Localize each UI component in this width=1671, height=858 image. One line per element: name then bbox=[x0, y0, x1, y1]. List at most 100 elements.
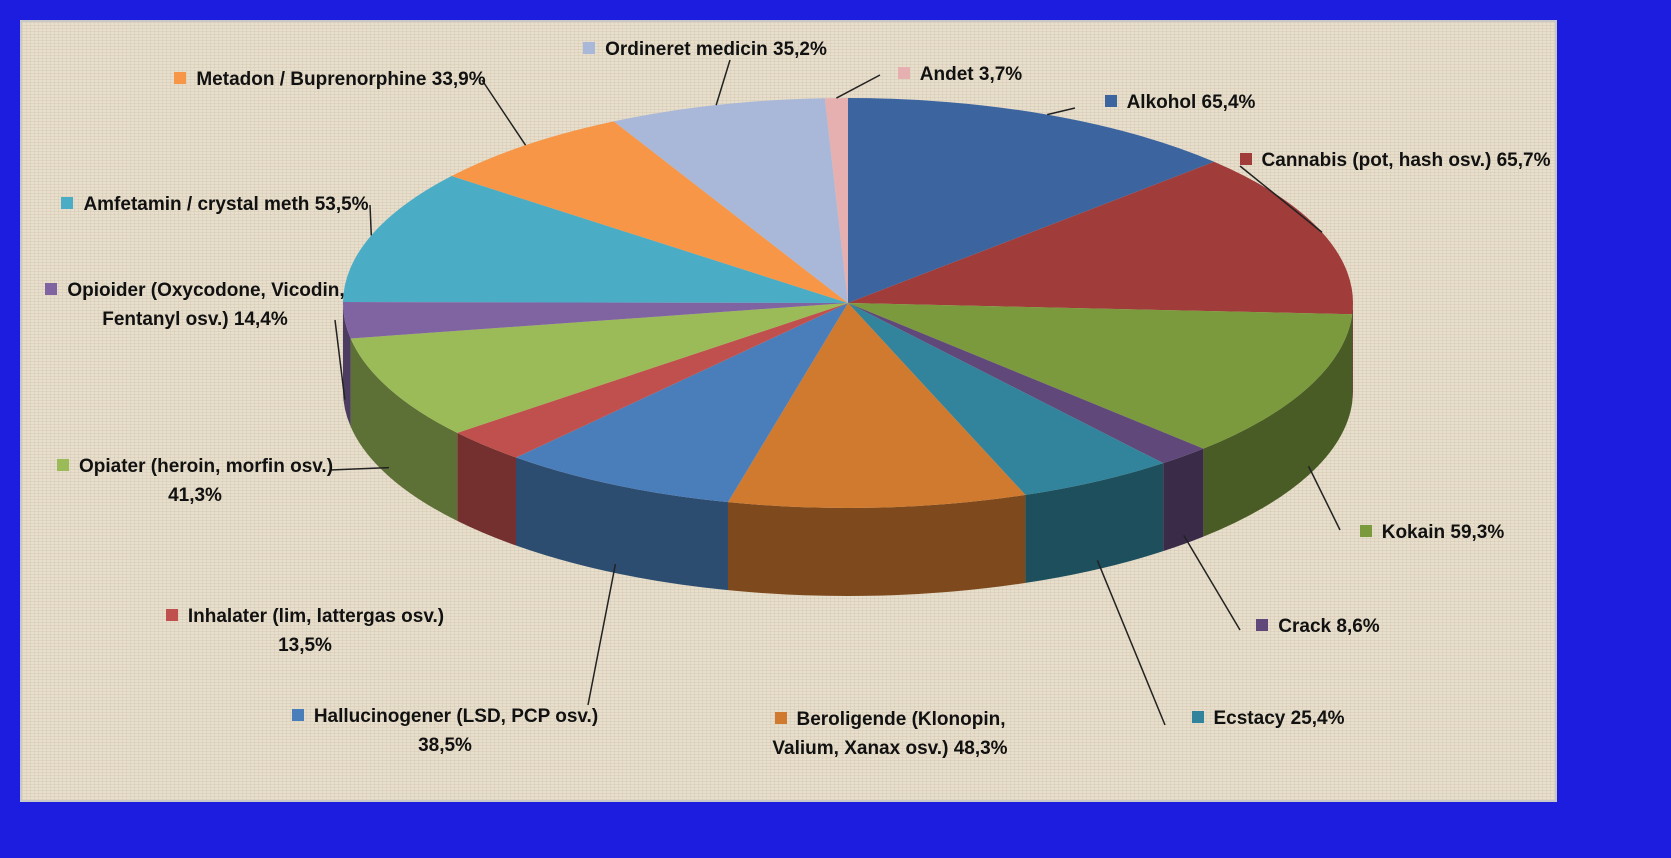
slice bbox=[457, 303, 848, 458]
legend-swatch bbox=[45, 283, 58, 295]
leader-line bbox=[1307, 465, 1341, 531]
data-label: Amfetamin / crystal meth 53,5% bbox=[55, 190, 375, 219]
slice-side bbox=[1163, 448, 1204, 552]
slice bbox=[1163, 448, 1204, 552]
category-label: Opiater (heroin, morfin osv.) bbox=[78, 456, 334, 477]
legend-swatch bbox=[291, 709, 304, 721]
slice-top bbox=[613, 98, 848, 303]
slice-top bbox=[848, 98, 1215, 303]
category-label: Inhalater (lim, lattergas osv.) bbox=[187, 606, 445, 627]
leader-line bbox=[334, 319, 346, 400]
slice bbox=[727, 303, 1026, 509]
legend-swatch bbox=[774, 712, 787, 724]
data-label: Alkohol 65,4% bbox=[1070, 88, 1290, 117]
value-label: 14,4% bbox=[233, 309, 288, 330]
slice bbox=[343, 176, 848, 303]
value-label: 38,5% bbox=[418, 735, 472, 756]
slice-top bbox=[848, 303, 1164, 495]
value-label: 8,6% bbox=[1336, 616, 1380, 637]
data-label: Inhalater (lim, lattergas osv.) 13,5% bbox=[155, 602, 455, 660]
slice bbox=[848, 161, 1353, 315]
slice-top bbox=[727, 303, 1026, 509]
category-label: Ecstacy bbox=[1213, 708, 1286, 729]
value-label: 35,2% bbox=[773, 39, 827, 60]
value-label: 25,4% bbox=[1290, 708, 1345, 729]
leader-line bbox=[329, 466, 389, 471]
category-label: Hallucinogener (LSD, PCP osv.) bbox=[313, 706, 599, 727]
slice bbox=[350, 338, 458, 521]
slice-top bbox=[350, 303, 848, 433]
category-label: Cannabis (pot, hash osv.) bbox=[1261, 150, 1492, 171]
category-label: Amfetamin / crystal meth bbox=[83, 194, 310, 215]
value-label: 3,7% bbox=[978, 64, 1023, 85]
slice bbox=[516, 457, 728, 591]
slice-top bbox=[343, 302, 848, 339]
legend-swatch bbox=[583, 42, 596, 54]
slice-side bbox=[727, 494, 1026, 596]
leader-line bbox=[369, 204, 373, 236]
slice bbox=[1352, 303, 1353, 403]
data-label: Metadon / Buprenorphine 33,9% bbox=[170, 65, 490, 94]
value-label: 59,3% bbox=[1450, 522, 1505, 543]
slice-side bbox=[1025, 463, 1164, 583]
data-label: Opioider (Oxycodone, Vicodin, Fentanyl o… bbox=[45, 276, 345, 334]
value-label: 53,5% bbox=[314, 194, 369, 215]
data-label: Beroligende (Klonopin, Valium, Xanax osv… bbox=[740, 705, 1040, 763]
slice bbox=[824, 98, 848, 303]
category-label: Kokain bbox=[1381, 522, 1446, 543]
leader-line bbox=[1096, 560, 1166, 726]
value-label: 13,5% bbox=[278, 635, 332, 656]
legend-swatch bbox=[1239, 153, 1252, 165]
value-label: 33,9% bbox=[431, 69, 486, 90]
slice-side bbox=[1203, 314, 1353, 537]
slice-side bbox=[350, 338, 458, 521]
category-label: Beroligende (Klonopin, Valium, Xanax osv… bbox=[772, 709, 1006, 759]
data-label: Ordineret medicin 35,2% bbox=[545, 35, 865, 64]
slice bbox=[613, 98, 848, 303]
leader-line bbox=[1183, 534, 1241, 631]
slice bbox=[848, 303, 1353, 449]
leader-line bbox=[481, 79, 527, 146]
legend-swatch bbox=[165, 609, 178, 621]
slice bbox=[848, 98, 1215, 303]
legend-swatch bbox=[61, 197, 74, 209]
data-label: Hallucinogener (LSD, PCP osv.) 38,5% bbox=[280, 702, 610, 760]
category-label: Andet bbox=[919, 64, 974, 85]
slice-side bbox=[1352, 303, 1353, 403]
legend-swatch bbox=[1104, 95, 1117, 107]
data-label: Andet 3,7% bbox=[860, 60, 1060, 89]
legend-swatch bbox=[897, 67, 910, 79]
data-label: Crack 8,6% bbox=[1218, 612, 1418, 641]
leader-line bbox=[1047, 107, 1076, 116]
data-label: Cannabis (pot, hash osv.) 65,7% bbox=[1230, 146, 1560, 175]
leader-line bbox=[1239, 165, 1323, 233]
category-label: Metadon / Buprenorphine bbox=[196, 69, 427, 90]
slice bbox=[1025, 463, 1164, 583]
data-label: Kokain 59,3% bbox=[1322, 518, 1542, 547]
slice bbox=[1203, 314, 1353, 537]
legend-swatch bbox=[1359, 525, 1372, 537]
slice-side bbox=[457, 432, 517, 546]
category-label: Crack bbox=[1278, 616, 1332, 637]
slice bbox=[848, 303, 1164, 495]
slice-top bbox=[451, 121, 848, 304]
slice-top bbox=[516, 303, 848, 503]
category-label: Opioider (Oxycodone, Vicodin, Fentanyl o… bbox=[67, 280, 345, 330]
slice bbox=[848, 303, 1204, 464]
leader-line bbox=[836, 74, 881, 99]
tops bbox=[343, 98, 1353, 509]
category-label: Ordineret medicin bbox=[605, 39, 768, 60]
value-label: 41,3% bbox=[168, 485, 222, 506]
slice-top bbox=[848, 161, 1353, 315]
walls bbox=[343, 303, 1353, 596]
slice bbox=[350, 303, 848, 433]
leader-line bbox=[587, 564, 617, 706]
slice bbox=[451, 121, 848, 304]
value-label: 65,4% bbox=[1201, 92, 1256, 113]
slice-side bbox=[516, 457, 728, 591]
slice-top bbox=[848, 303, 1204, 464]
slice-top bbox=[343, 176, 848, 303]
slice-top bbox=[848, 303, 1353, 449]
